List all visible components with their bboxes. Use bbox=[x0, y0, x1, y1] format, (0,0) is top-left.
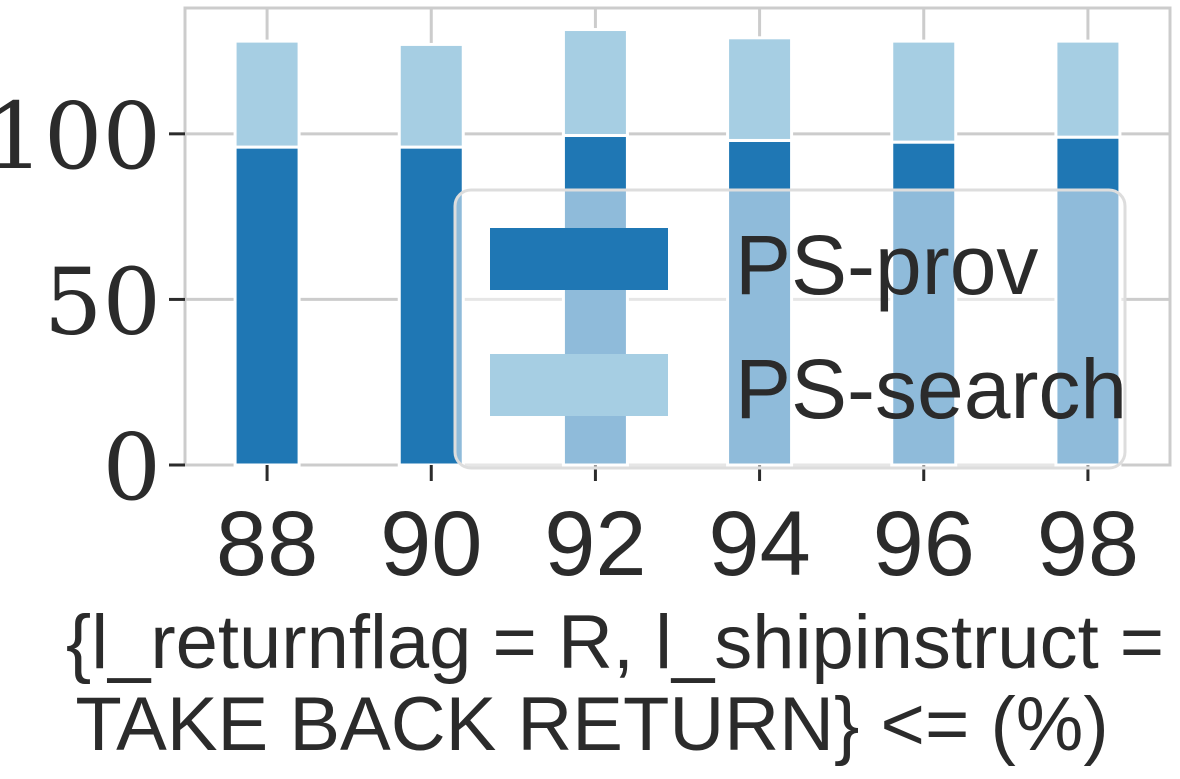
x-tick-label: 90 bbox=[380, 493, 482, 595]
bar-ps-search-98 bbox=[1054, 39, 1122, 139]
legend-label-ps-search: PS-search bbox=[735, 342, 1127, 436]
x-tick-label: 88 bbox=[216, 493, 318, 595]
x-axis-ticks: 88 90 92 94 96 98 bbox=[216, 465, 1139, 595]
y-axis-ticks: 0 50 100 bbox=[0, 83, 185, 521]
bar-ps-search-90 bbox=[397, 42, 465, 149]
legend: PS-prov PS-search bbox=[453, 188, 1127, 470]
bar-ps-search-94 bbox=[726, 36, 794, 142]
y-tick-label: 50 bbox=[44, 248, 161, 355]
bar-ps-search-96 bbox=[890, 39, 958, 144]
legend-swatch-ps-search bbox=[490, 354, 668, 416]
x-tick-label: 92 bbox=[544, 493, 646, 595]
x-tick-label: 94 bbox=[708, 493, 810, 595]
legend-label-ps-prov: PS-prov bbox=[735, 218, 1038, 312]
legend-swatch-ps-prov bbox=[490, 228, 668, 290]
x-tick-label: 98 bbox=[1037, 493, 1139, 595]
x-axis-label-line-2: TAKE BACK RETURN} <= (%) bbox=[75, 682, 1108, 767]
bar-ps-search-88 bbox=[233, 39, 301, 149]
bar-ps-search-92 bbox=[561, 28, 629, 137]
x-axis-label-line-1: {l_returnflag = R, l_shipinstruct = bbox=[66, 600, 1164, 685]
y-tick-label: 100 bbox=[0, 83, 161, 190]
x-tick-label: 96 bbox=[873, 493, 975, 595]
y-tick-label: 0 bbox=[102, 414, 161, 521]
bar-ps-prov-88 bbox=[233, 145, 301, 467]
